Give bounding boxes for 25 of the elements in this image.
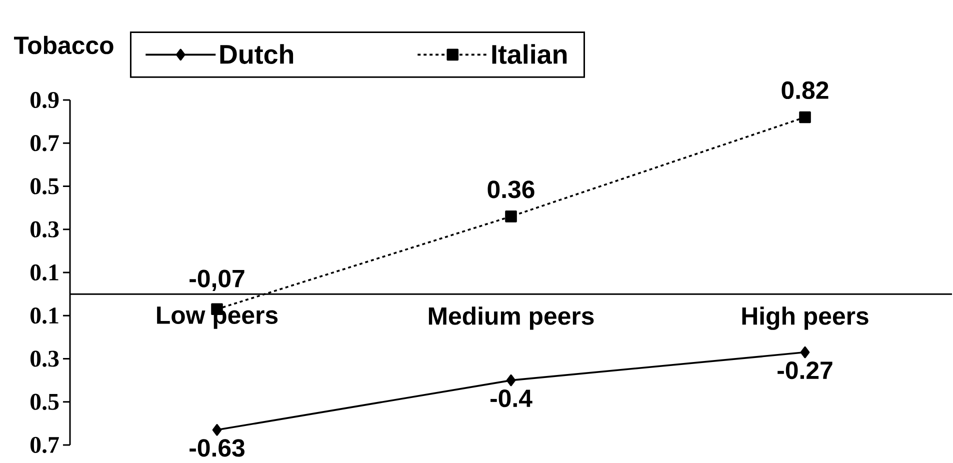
y-tick-label: 0.5 — [30, 178, 59, 194]
data-label: -0.4 — [490, 390, 532, 408]
y-tick-label: 0.9 — [30, 92, 59, 108]
data-label: -0.63 — [190, 439, 244, 457]
point — [799, 111, 811, 124]
point — [505, 210, 517, 222]
y-tick-label: 0.7 — [30, 436, 59, 454]
y-tick-label: 0.7 — [30, 135, 59, 152]
point — [506, 374, 516, 386]
point — [800, 346, 810, 358]
data-label: -0.27 — [778, 361, 832, 380]
data-label: 0.36 — [488, 180, 534, 198]
data-label: 0.82 — [782, 81, 828, 100]
data-label: -0,07 — [190, 270, 244, 291]
y-tick-label: 0.1 — [30, 308, 58, 324]
y-tick-label: 0.1 — [30, 264, 58, 281]
y-tick-label: 0.3 — [30, 221, 59, 238]
chart-title: Tobacco — [14, 36, 114, 54]
x-tick-label: Medium peers — [428, 306, 594, 330]
point — [212, 424, 222, 436]
x-tick-label: High peers — [742, 306, 868, 330]
legend-label: Italian — [492, 44, 567, 64]
y-tick-label: 0.5 — [30, 394, 59, 410]
legend-label: Dutch — [220, 44, 294, 64]
y-tick-label: 0.3 — [30, 350, 59, 367]
